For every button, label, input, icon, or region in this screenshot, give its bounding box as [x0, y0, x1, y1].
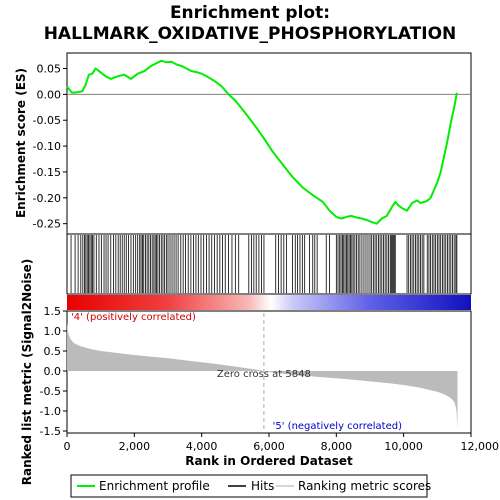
es-y-ticks: 0.05 0.00 -0.05 -0.10 -0.15 -0.20 -0.25 — [33, 63, 67, 231]
es-y-axis-label: Enrichment score (ES) — [14, 68, 28, 218]
metric-y-tick-label: 0.0 — [44, 365, 62, 378]
es-y-tick-label: -0.15 — [33, 166, 61, 179]
metric-y-tick-label: 1.5 — [44, 305, 62, 318]
ranking-metric-area — [67, 323, 458, 429]
chart-title-line1: Enrichment plot: — [170, 3, 330, 23]
metric-y-axis-label: Ranked list metric (Signal2Noise) — [20, 259, 34, 486]
metric-y-ticks: 1.5 1.0 0.5 0.0 -0.5 -1.0 -1.5 — [40, 305, 67, 438]
x-tick-label: 2,000 — [119, 440, 151, 453]
legend-hits-label: Hits — [251, 479, 274, 493]
metric-y-tick-label: -1.0 — [40, 405, 61, 418]
metric-y-tick-label: 0.5 — [44, 345, 62, 358]
zero-cross-label: Zero cross at 5848 — [217, 369, 311, 380]
es-panel-frame — [66, 52, 472, 235]
x-tick-label: 12,000 — [461, 440, 500, 453]
positive-correlated-label: '4' (positively correlated) — [71, 312, 196, 323]
x-tick-label: 0 — [64, 440, 71, 453]
gene-hits — [70, 235, 458, 293]
negative-correlated-label: '5' (negatively correlated) — [273, 421, 402, 432]
es-y-tick-label: 0.00 — [37, 88, 62, 101]
es-y-tick-label: -0.20 — [33, 192, 61, 205]
es-y-tick-label: -0.10 — [33, 140, 61, 153]
chart-title-line2: HALLMARK_OXIDATIVE_PHOSPHORYLATION — [44, 24, 457, 44]
es-y-tick-label: -0.25 — [33, 218, 61, 231]
metric-y-tick-label: -1.5 — [40, 425, 61, 438]
legend-box — [70, 474, 428, 498]
metric-y-tick-label: -0.5 — [40, 385, 61, 398]
x-axis-label: Rank in Ordered Dataset — [185, 454, 353, 468]
hits-panel-frame — [66, 233, 472, 295]
es-y-tick-label: -0.05 — [33, 114, 61, 127]
x-tick-label: 4,000 — [186, 440, 218, 453]
metric-y-tick-label: 1.0 — [44, 325, 62, 338]
legend-ranking-label: Ranking metric scores — [298, 479, 431, 493]
enrichment-profile-line — [66, 59, 458, 225]
rank-color-bar — [67, 295, 471, 310]
x-tick-label: 8,000 — [321, 440, 353, 453]
x-tick-label: 10,000 — [384, 440, 423, 453]
legend-enrichment-label: Enrichment profile — [99, 479, 210, 493]
es-y-tick-label: 0.05 — [37, 63, 62, 76]
x-ticks: 0 2,000 4,000 6,000 8,000 10,000 12,000 — [64, 433, 500, 453]
x-tick-label: 6,000 — [253, 440, 285, 453]
